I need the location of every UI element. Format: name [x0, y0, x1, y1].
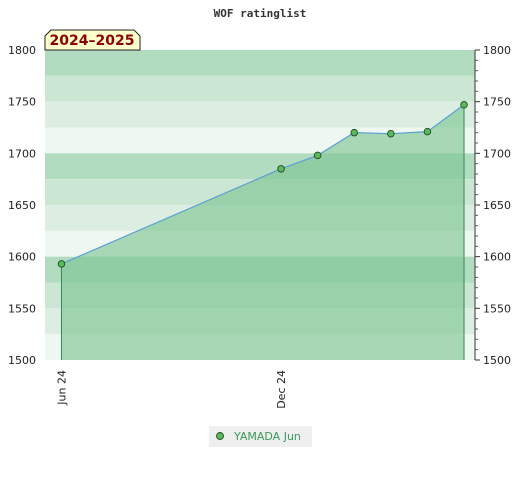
y-tick-label-left: 1700 [8, 147, 36, 160]
data-point [350, 128, 358, 137]
data-point [423, 127, 432, 136]
season-badge: 2024–2025 [44, 29, 141, 51]
y-axis-right: 1500 1550 1600 1650 1700 1750 1800 [474, 44, 511, 367]
y-tick-label-left: 1650 [8, 199, 36, 212]
grid-band [45, 50, 475, 76]
y-tick-label-right: 1600 [483, 251, 511, 264]
legend[interactable]: YAMADA Jun [209, 426, 312, 447]
drop-lines [60, 104, 465, 360]
series-markers [57, 101, 468, 268]
season-badge-label: 2024–2025 [50, 33, 135, 49]
legend-box [209, 426, 312, 447]
y-tick-label-right: 1800 [483, 44, 511, 57]
legend-marker-icon [216, 432, 224, 440]
season-badge-shape [44, 29, 141, 51]
data-point [277, 165, 285, 173]
data-point [57, 260, 66, 268]
x-axis: Jun 24 Dec 24 [55, 370, 288, 409]
y-tick-label-right: 1550 [483, 302, 511, 315]
series-area-fill [61, 104, 465, 361]
y-tick-label-right: 1700 [483, 147, 511, 160]
y-tick-label-right: 1650 [483, 199, 511, 212]
grid-band [45, 101, 475, 128]
x-tick-label: Dec 24 [275, 370, 288, 409]
series-area [61, 104, 465, 361]
data-point [460, 101, 468, 109]
y-tick-label-left: 1500 [8, 354, 36, 367]
chart-title: WOF ratinglist [214, 7, 307, 20]
y-tick-label-right: 1750 [483, 96, 511, 109]
legend-series-label: YAMADA Jun [233, 430, 301, 443]
y-tick-label-left: 1550 [8, 302, 36, 315]
y-axis-left: 1500 1550 1600 1650 1700 1750 1800 [8, 44, 36, 367]
y-tick-label-left: 1800 [8, 44, 36, 57]
grid-band [45, 75, 475, 102]
data-point [313, 151, 322, 160]
y-tick-label-left: 1750 [8, 96, 36, 109]
y-tick-label-right: 1500 [483, 354, 511, 367]
y-tick-label-left: 1600 [8, 251, 36, 264]
data-point [387, 129, 395, 138]
x-tick-label: Jun 24 [55, 370, 68, 406]
